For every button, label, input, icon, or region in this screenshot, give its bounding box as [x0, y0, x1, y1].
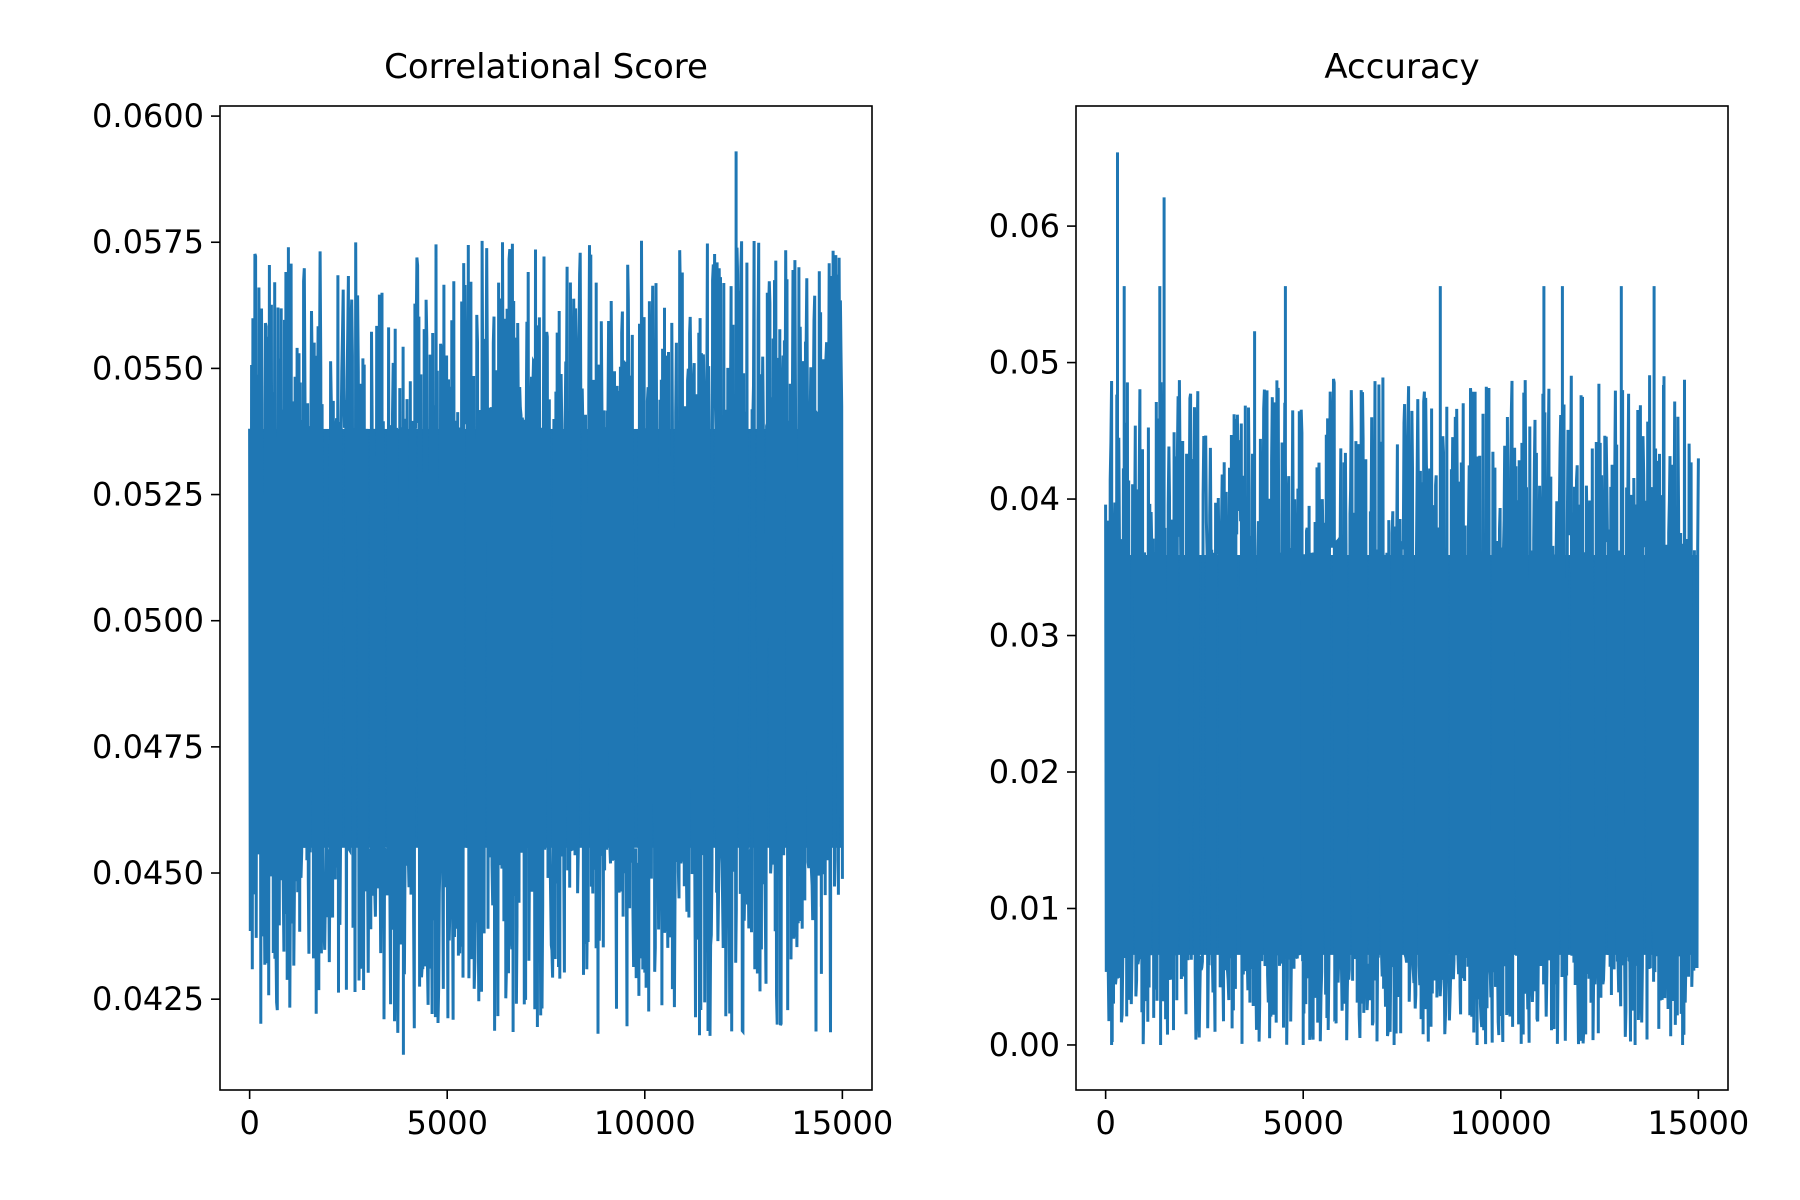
x-tick-label: 5000 [1262, 1104, 1343, 1142]
y-tick-label: 0.0425 [92, 980, 204, 1018]
y-tick-label: 0.0500 [92, 602, 204, 640]
y-tick-label: 0.0550 [92, 349, 204, 387]
x-tick-label: 15000 [791, 1104, 893, 1142]
series-line [248, 151, 844, 1055]
y-tick-label: 0.0600 [92, 97, 204, 135]
x-tick-label: 15000 [1647, 1104, 1749, 1142]
y-tick-label: 0.0450 [92, 854, 204, 892]
y-tick-label: 0.03 [989, 617, 1060, 655]
axes-frame [219, 105, 873, 1091]
series-line [1104, 152, 1700, 1045]
y-tick-label: 0.02 [989, 753, 1060, 791]
y-tick-label: 0.00 [989, 1026, 1060, 1064]
chart-title: Accuracy [1324, 47, 1479, 87]
x-tick-label: 0 [1095, 1104, 1115, 1142]
chart-title: Correlational Score [384, 47, 708, 87]
series-line-group [1104, 152, 1700, 1045]
accuracy-panel: Accuracy 0 5000 10000 15000 0.00 0.01 0.02 0.03… [989, 47, 1750, 1142]
y-tick-label: 0.0475 [92, 728, 204, 766]
y-tick-label: 0.01 [989, 889, 1060, 927]
x-tick-label: 0 [239, 1104, 259, 1142]
y-tick-label: 0.0575 [92, 223, 204, 261]
y-tick-label: 0.06 [989, 207, 1060, 245]
y-tick-label: 0.05 [989, 344, 1060, 382]
x-tick-label: 10000 [1450, 1104, 1552, 1142]
x-tick-label: 5000 [406, 1104, 487, 1142]
correlational-score-panel: Correlational Score 0 5000 10000 15000 0.042… [92, 47, 893, 1142]
x-tick-label: 10000 [594, 1104, 696, 1142]
y-tick-label: 0.0525 [92, 476, 204, 514]
series-line-group [248, 151, 844, 1055]
axes-frame [1075, 105, 1729, 1091]
y-tick-label: 0.04 [989, 480, 1060, 518]
